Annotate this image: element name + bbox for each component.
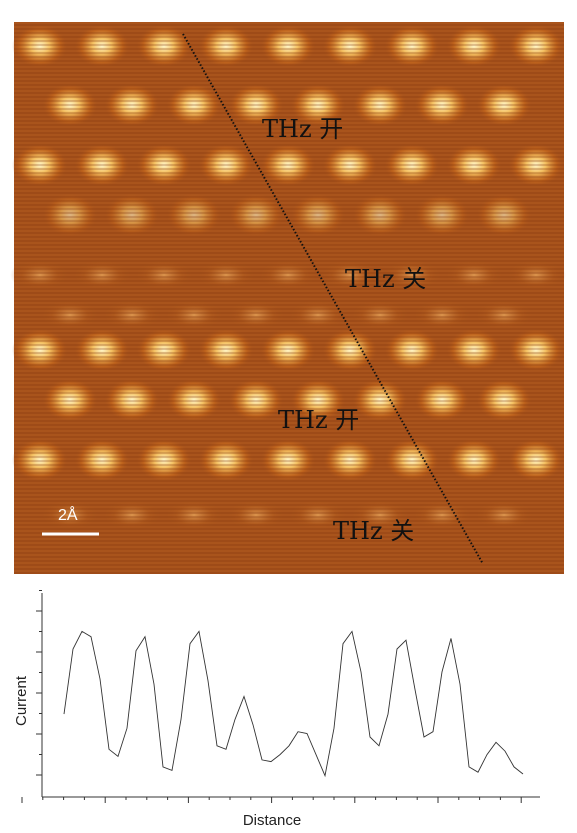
y-axis-ticks — [36, 590, 42, 776]
x-axis-label: Distance — [243, 812, 301, 829]
profile-series-line — [63, 630, 524, 778]
line-profile-plot: Distance Current — [13, 590, 540, 829]
label-thz-on-2: THz 开 — [278, 406, 359, 434]
label-thz-off-1: THz 关 — [345, 265, 426, 293]
scale-bar-label: 2Å — [58, 505, 78, 524]
x-axis-ticks — [21, 797, 522, 803]
profile-line-marker — [182, 33, 484, 565]
label-thz-on-1: THz 开 — [262, 115, 343, 143]
stm-image: THz 开 THz 关 THz 开 THz 关 2Å — [10, 22, 566, 574]
label-thz-off-2: THz 关 — [333, 517, 414, 545]
y-axis-label: Current — [13, 675, 30, 726]
stm-annotations: THz 开 THz 关 THz 开 THz 关 — [262, 115, 426, 545]
stm-scan-lines — [14, 22, 564, 574]
